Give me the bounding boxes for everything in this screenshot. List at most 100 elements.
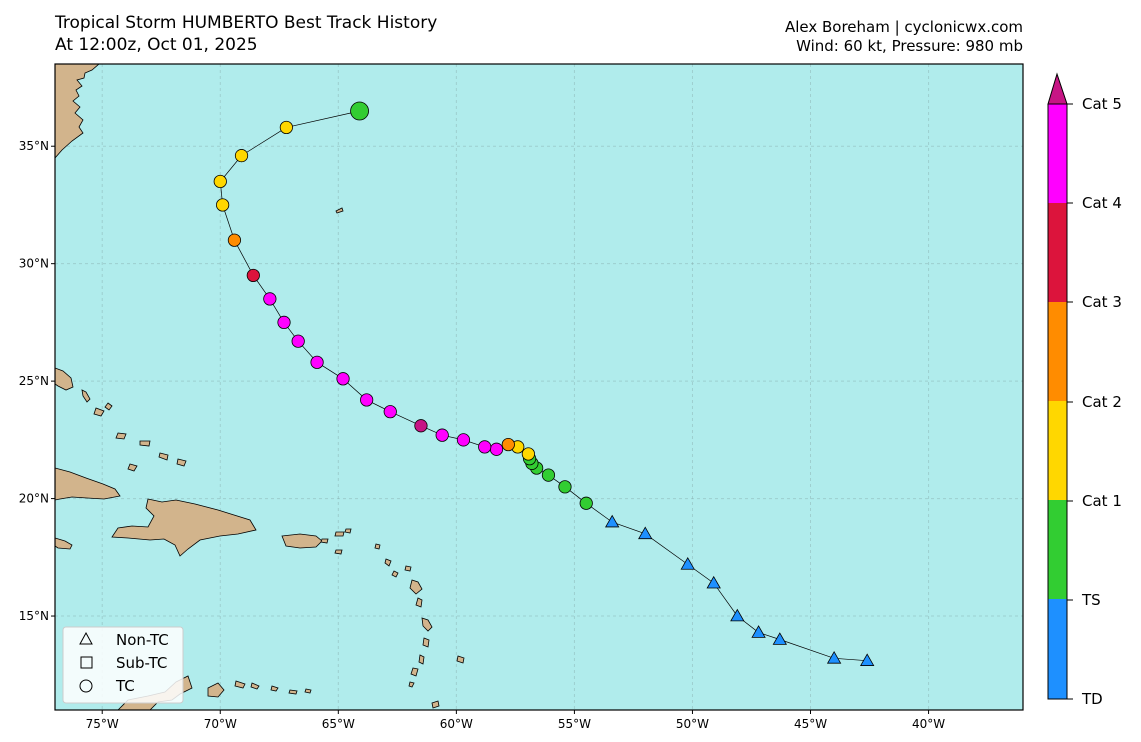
lesser-antilles-island — [422, 637, 430, 648]
colorbar-label: TD — [1081, 690, 1103, 708]
credit-block: Alex Boreham | cyclonicwx.com Wind: 60 k… — [785, 18, 1023, 56]
lon-tick-label: 40°W — [912, 717, 945, 731]
track-point-marker — [435, 428, 449, 442]
colorbar-segment-cat3 — [1048, 203, 1067, 302]
credit-text: Alex Boreham | cyclonicwx.com — [784, 18, 1023, 36]
track-point-marker — [279, 120, 293, 135]
track-point-marker — [383, 405, 397, 419]
lat-tick-label: 30°N — [19, 257, 49, 271]
graticule — [55, 64, 1023, 710]
lesser-antilles-island — [409, 579, 423, 595]
virgin-islands — [344, 528, 352, 534]
track-markers — [213, 101, 875, 666]
square-icon — [80, 656, 93, 669]
bahamas-island — [93, 407, 105, 417]
abc-island — [234, 680, 246, 689]
bahamas-island — [139, 440, 151, 447]
colorbar-segment-ts — [1048, 500, 1067, 599]
legend-label-tc: TC — [115, 677, 135, 695]
colorbar-segment-td — [1048, 599, 1067, 699]
lon-tick-label: 45°W — [794, 717, 827, 731]
track-point-marker — [558, 480, 572, 494]
bermuda-island — [335, 207, 344, 214]
track-point-marker — [456, 433, 471, 447]
track-point-marker — [360, 393, 374, 407]
lon-tick-label: 65°W — [322, 717, 355, 731]
track-point-marker — [310, 355, 324, 369]
track-point-marker — [501, 437, 515, 452]
marker-legend: Non-TC Sub-TC TC — [62, 626, 184, 704]
track-point-marker — [730, 608, 745, 622]
colorbar-ticks: TD TS Cat 1 Cat 2 Cat 3 Cat 4 Cat 5 — [1067, 95, 1122, 708]
barbados-island — [456, 655, 465, 664]
track-point-marker — [336, 372, 350, 386]
intensity-colorbar: TD TS Cat 1 Cat 2 Cat 3 Cat 4 Cat 5 — [1047, 72, 1122, 708]
triangle-icon — [79, 631, 93, 645]
lon-tick-label: 50°W — [676, 717, 709, 731]
track-point-marker — [277, 315, 291, 329]
colorbar-label: Cat 4 — [1082, 194, 1122, 212]
title-block: Tropical Storm HUMBERTO Best Track Histo… — [55, 12, 437, 56]
lat-tick-label: 35°N — [19, 139, 49, 153]
south-america-land — [207, 682, 225, 698]
track-point-marker — [706, 575, 721, 589]
lat-tick-label: 20°N — [19, 492, 49, 506]
lat-tick-label: 25°N — [19, 374, 49, 388]
track-point-marker — [826, 651, 842, 664]
colorbar-label: TS — [1081, 591, 1101, 609]
colorbar-segment-cat1 — [1048, 401, 1067, 500]
puerto-rico-land — [281, 533, 323, 549]
virgin-islands — [334, 549, 343, 555]
bahamas-island — [176, 458, 187, 467]
track-point-marker — [234, 149, 249, 163]
map-timestamp: At 12:00z, Oct 01, 2025 — [55, 35, 258, 55]
intensity-readout: Wind: 60 kt, Pressure: 980 mb — [796, 37, 1023, 55]
track-point-marker — [478, 440, 492, 454]
colorbar-label: Cat 1 — [1082, 492, 1122, 510]
colorbar-label: Cat 3 — [1082, 293, 1122, 311]
abc-island — [250, 682, 260, 690]
colorbar-label: Cat 2 — [1082, 393, 1122, 411]
lesser-antilles-island — [384, 558, 392, 567]
tobago-island — [431, 700, 440, 709]
virgin-islands — [320, 538, 329, 544]
track-point-marker — [263, 292, 277, 306]
lesser-antilles-island — [410, 667, 419, 677]
bahamas-island — [158, 452, 169, 461]
colorbar-label: Cat 5 — [1082, 95, 1122, 113]
track-point-marker — [751, 625, 766, 638]
virgin-islands — [334, 531, 345, 537]
track-point-marker — [291, 334, 305, 348]
lon-tick-label: 60°W — [440, 717, 473, 731]
lat-tick-label: 15°N — [19, 609, 49, 623]
hispaniola-land — [111, 498, 257, 557]
ocean-background — [55, 64, 1023, 710]
legend-box — [62, 626, 184, 704]
lon-tick-label: 70°W — [204, 717, 237, 731]
lesser-antilles-island — [408, 681, 415, 688]
lesser-antilles-island — [391, 570, 399, 578]
track-point-marker — [246, 268, 260, 283]
small-island — [304, 688, 312, 694]
cuba-land — [55, 467, 121, 501]
small-island — [288, 689, 298, 695]
track-point-marker — [859, 653, 875, 666]
small-island — [270, 685, 279, 692]
lesser-antilles-island — [421, 617, 433, 632]
track-point-marker — [605, 514, 620, 528]
land-layer — [55, 64, 465, 710]
map-title: Tropical Storm HUMBERTO Best Track Histo… — [55, 13, 438, 33]
track-point-marker — [579, 496, 593, 510]
track-point-marker — [772, 632, 788, 645]
lesser-antilles-island — [404, 565, 412, 572]
colorbar-segment-cat4 — [1048, 104, 1067, 203]
map-frame — [54, 63, 1024, 711]
lesser-antilles-island — [418, 654, 425, 665]
legend-label-sub-tc: Sub-TC — [116, 654, 167, 672]
legend-label-non-tc: Non-TC — [116, 631, 169, 649]
current-position-marker — [350, 101, 369, 121]
track-point-marker — [680, 557, 695, 570]
axis-ticks: 75°W 70°W 65°W 60°W 55°W 50°W 45°W 40°W 15°N 20°N… — [19, 139, 946, 731]
lesser-antilles-island — [374, 543, 381, 550]
